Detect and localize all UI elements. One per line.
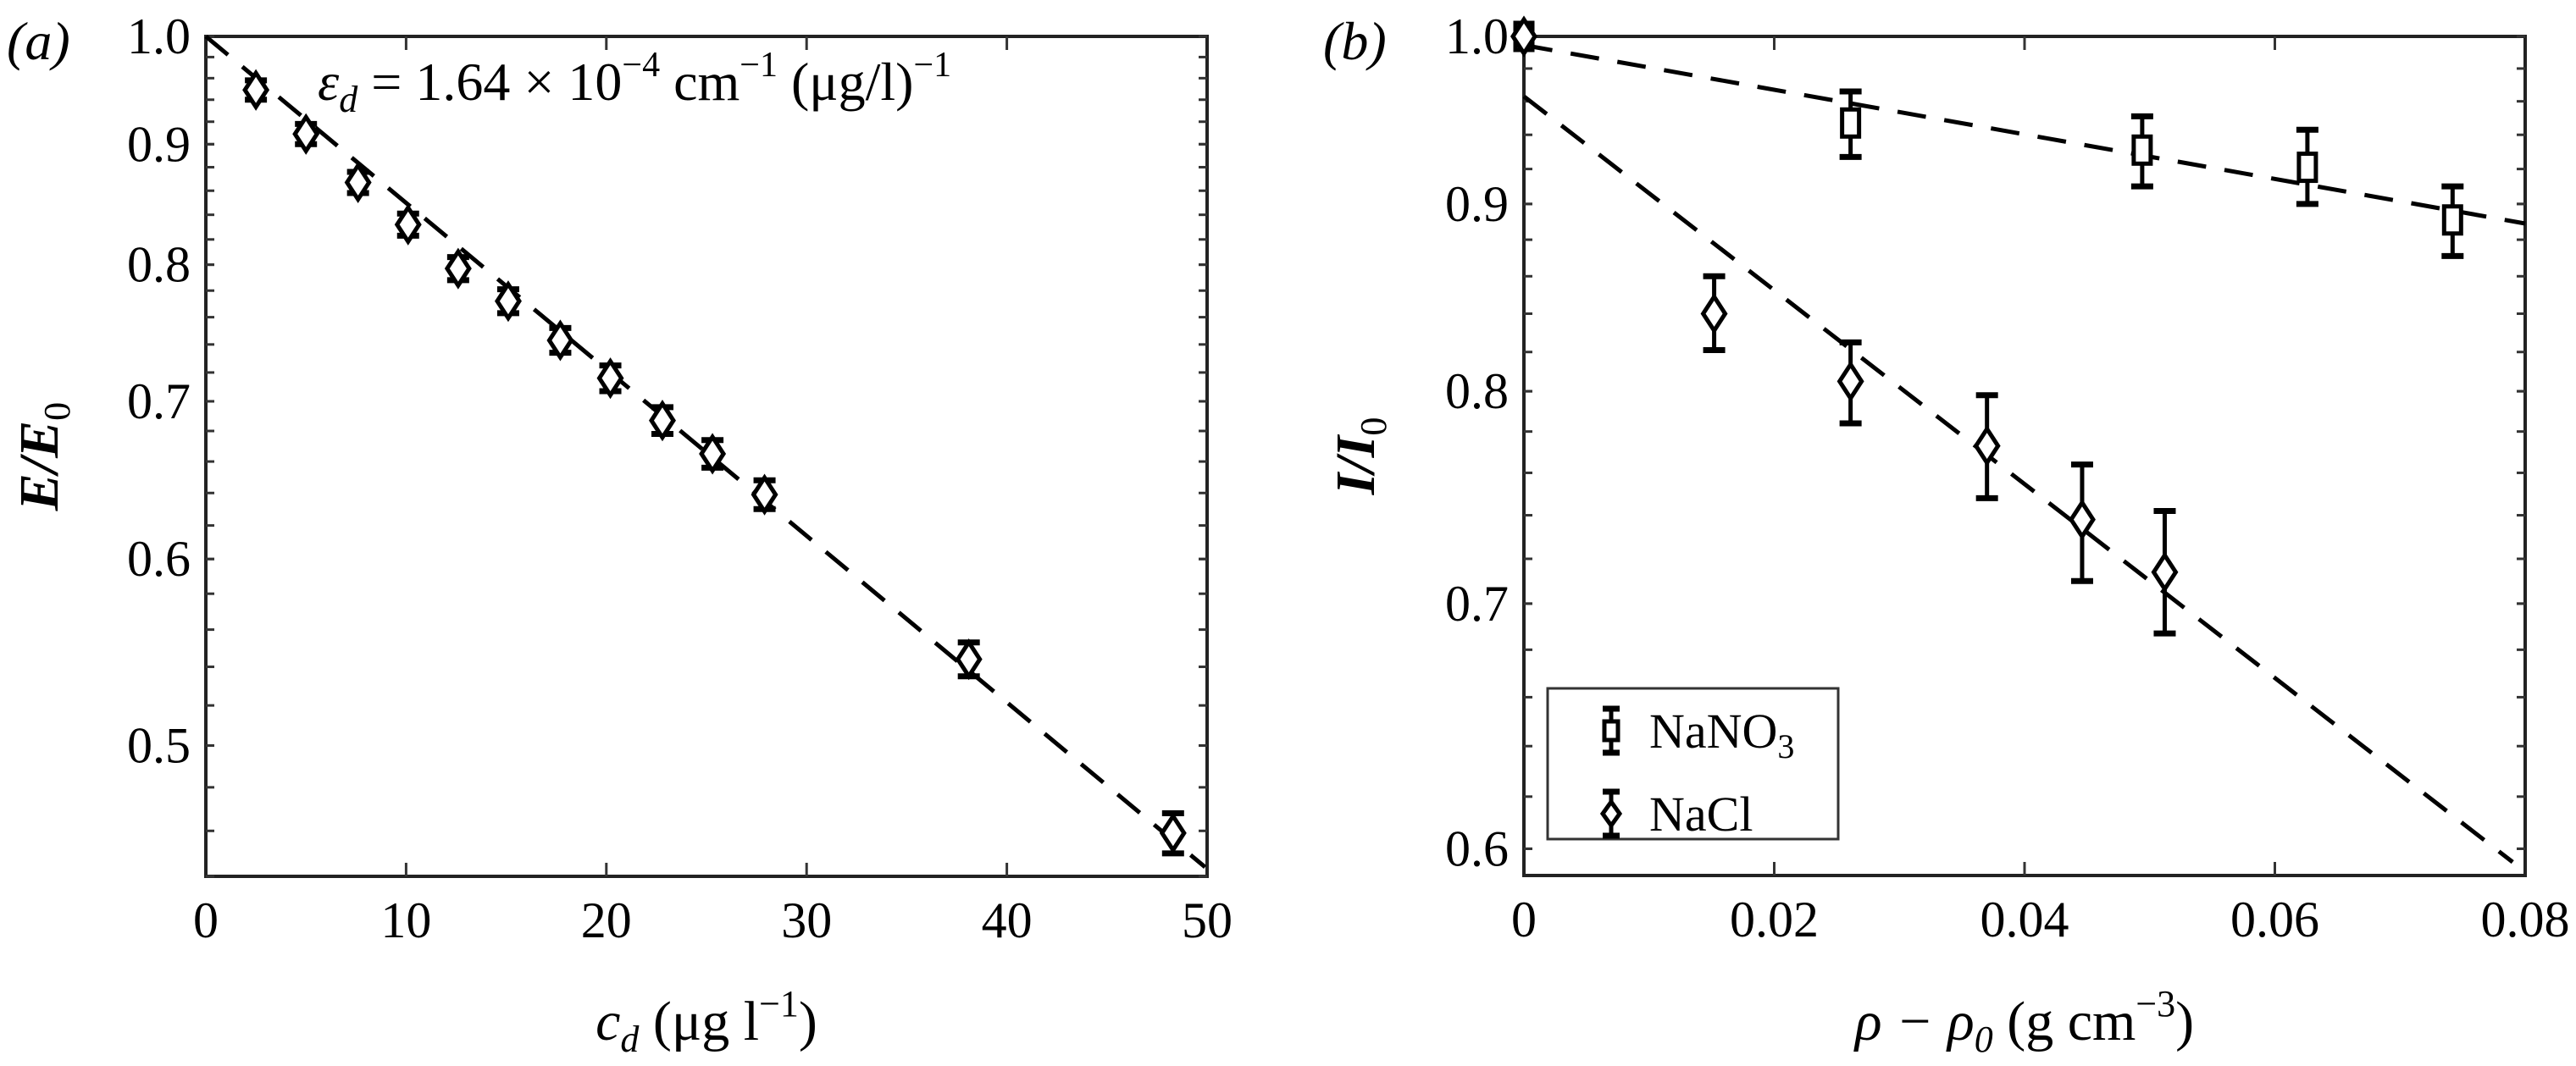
y-axis-title: I/I0 (1325, 417, 1394, 496)
x-axis-title: cd (μg l−1) (596, 983, 817, 1060)
x-tick-label: 0.04 (1980, 892, 2069, 947)
square-marker (1840, 107, 1862, 139)
y-tick-label: 0.5 (127, 718, 191, 774)
diamond-marker (596, 357, 624, 400)
y-tick-label: 0.9 (1445, 176, 1509, 232)
y-tick-label: 0.7 (127, 373, 191, 429)
x-tick-label: 30 (781, 892, 832, 948)
x-tick-label: 50 (1182, 892, 1233, 948)
diamond-marker (955, 638, 983, 681)
legend: NaNO3 NaCl (1546, 687, 1840, 842)
diamond-marker (1159, 812, 1187, 854)
diamond-marker (1836, 360, 1864, 402)
x-tick-label: 40 (982, 892, 1033, 948)
y-tick-label: 0.6 (127, 531, 191, 587)
diamond-marker (546, 319, 574, 362)
x-tick-label: 0 (193, 892, 219, 948)
diamond-marker (494, 280, 522, 323)
legend-diamond-marker (1599, 798, 1623, 830)
diamond-marker (649, 400, 676, 442)
y-tick-label: 0.8 (1445, 363, 1509, 419)
fit-line (204, 35, 1207, 869)
diamond-marker (444, 247, 472, 290)
square-marker (2131, 134, 2153, 166)
y-tick-label: 0.7 (1445, 576, 1509, 632)
y-tick-label: 1.0 (127, 8, 191, 64)
panel-b-intensity-vs-density: 0 0.02 0.04 0.06 0.08 0.6 0.7 0.8 0.9 1.0 (b) ρ − ρ… (1323, 8, 2570, 1060)
extinction-coefficient-annotation: εd = 1.64 × 10−4 cm−1 (μg/l)−1 (318, 46, 951, 120)
fit-line (1523, 42, 2526, 226)
x-tick-label: 0 (1511, 892, 1537, 947)
legend-square-marker (1602, 719, 1620, 743)
square-marker (2441, 204, 2463, 236)
legend-label: NaCl (1649, 787, 1753, 842)
panel-tag: (a) (7, 11, 70, 71)
series-data (242, 69, 1187, 857)
diamond-marker (394, 203, 422, 246)
x-tick-label: 0.02 (1730, 892, 1819, 947)
diamond-marker (1510, 15, 1537, 58)
legend-box (1546, 687, 1840, 841)
legend-label: NaNO3 (1649, 704, 1794, 765)
x-tick-label: 10 (380, 892, 431, 948)
diamond-marker (242, 69, 270, 111)
diamond-marker (344, 161, 372, 204)
series-nano3 (1513, 20, 2464, 259)
y-axis-title: E/E0 (8, 402, 78, 511)
square-marker (2296, 152, 2318, 184)
plot-frame (204, 35, 1209, 878)
diamond-marker (2151, 551, 2179, 594)
diamond-marker (751, 473, 778, 516)
diamond-marker (699, 433, 727, 475)
x-axis-title: ρ − ρ0 (g cm−3) (1853, 983, 2194, 1060)
legend-entry-nano: NaNO3 (1602, 704, 1794, 765)
y-tick-label: 0.6 (1445, 820, 1509, 876)
x-tick-label: 0.08 (2481, 892, 2570, 947)
x-tick-label: 0.06 (2230, 892, 2319, 947)
diamond-marker (2068, 499, 2096, 541)
series-nacl (1510, 15, 2179, 637)
y-tick-label: 0.8 (127, 237, 191, 293)
y-tick-label: 0.9 (127, 116, 191, 172)
fit-line (1522, 94, 2514, 864)
panel-a-absorbance-vs-concentration: 0 10 20 30 40 50 0.5 0.6 0.7 0.8 0.9 1.0 (a) cd (μg l… (7, 8, 1233, 1060)
diamond-marker (292, 113, 320, 155)
diamond-marker (1700, 292, 1728, 335)
legend-entry-nacl: NaCl (1599, 787, 1753, 842)
diamond-marker (1973, 425, 2001, 467)
y-tick-label: 1.0 (1445, 8, 1509, 64)
panel-tag: (b) (1323, 11, 1387, 71)
x-tick-label: 20 (581, 892, 632, 948)
